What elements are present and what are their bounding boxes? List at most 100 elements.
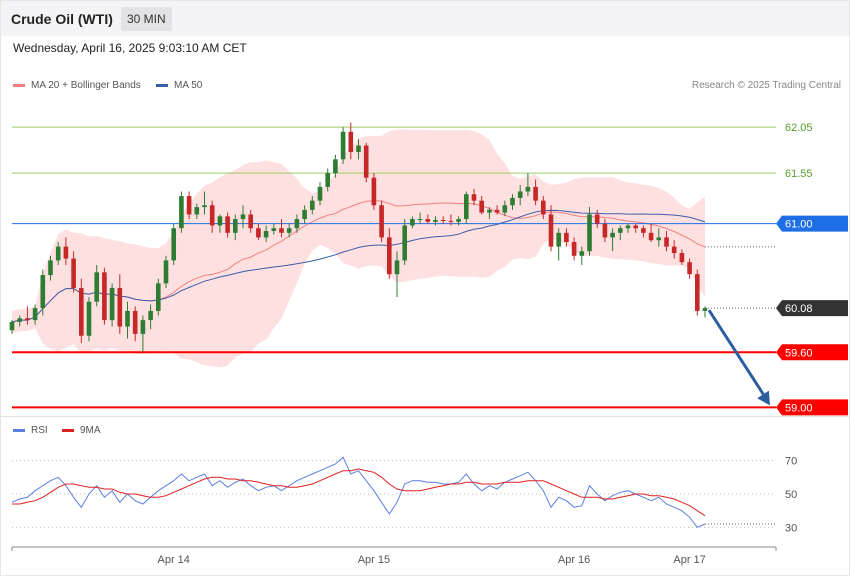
bollinger-band: [12, 129, 705, 368]
candle-body: [471, 194, 477, 201]
rsi-tick-label: 70: [785, 456, 797, 468]
copyright-note: Research © 2025 Trading Central: [691, 80, 841, 91]
candle-body: [325, 173, 331, 187]
level-label: 61.00: [785, 219, 813, 231]
candle-body: [209, 205, 215, 226]
candle-body: [417, 219, 423, 221]
legend-rsi-label: RSI: [31, 425, 48, 436]
candle-body: [386, 237, 392, 275]
candle-body: [225, 216, 230, 233]
candle-body: [63, 246, 69, 259]
candle-body: [263, 230, 269, 238]
legend-rsi: RSI: [13, 425, 48, 436]
candle-body: [517, 191, 523, 198]
legend-rsi-ma-label: 9MA: [80, 425, 101, 436]
candle-body: [494, 209, 500, 213]
candle-body: [217, 216, 223, 226]
candle-body: [479, 200, 485, 213]
candle-body: [271, 228, 277, 231]
candle-body: [148, 310, 153, 321]
candle-body: [648, 232, 654, 241]
candle-body: [232, 219, 238, 233]
candle-body: [410, 219, 415, 226]
candle-body: [78, 287, 84, 336]
candle-body: [340, 131, 346, 160]
candle-body: [564, 232, 569, 243]
candle-body: [94, 272, 100, 302]
candle-body: [302, 209, 307, 220]
candle-body: [171, 228, 177, 261]
legend-ma20-label: MA 20 + Bollinger Bands: [31, 80, 141, 91]
time-label: Apr 16: [558, 554, 590, 566]
candle-body: [679, 253, 685, 263]
rsi-line: [11, 456, 706, 528]
candle-body: [510, 197, 515, 206]
candle-body: [48, 260, 53, 276]
candle-body: [433, 219, 438, 222]
candle-body: [86, 301, 92, 336]
candle-body: [610, 232, 615, 238]
projection-arrowhead: [757, 390, 770, 406]
candle-body: [487, 209, 492, 213]
candle-body: [132, 310, 138, 334]
candle-body: [694, 274, 700, 311]
time-label: Apr 15: [358, 554, 390, 566]
candle-body: [179, 196, 184, 229]
legend-ma50: MA 50: [156, 80, 202, 91]
candle-body: [163, 260, 169, 284]
candle-body: [71, 258, 76, 288]
candle-body: [440, 219, 446, 221]
candle-body: [155, 283, 161, 311]
time-label: Apr 14: [157, 554, 189, 566]
candle-body: [402, 225, 408, 261]
level-tag: [776, 344, 848, 361]
candle-body: [17, 318, 23, 322]
candle-body: [594, 214, 600, 224]
rsi-ma-swatch: [62, 429, 74, 432]
candle-body: [109, 287, 115, 321]
candle-body: [625, 225, 631, 229]
level-label: 60.08: [785, 303, 813, 315]
candle-body: [664, 237, 669, 247]
candle-body: [202, 205, 207, 208]
last-price-tag: [776, 300, 848, 317]
rsi-ma-line: [12, 468, 706, 517]
timestamp: Wednesday, April 16, 2025 9:03:10 AM CET: [13, 41, 247, 55]
candle-body: [425, 219, 431, 222]
projection-arrow: [707, 309, 768, 400]
candle-body: [633, 225, 639, 229]
candle-body: [448, 220, 454, 222]
candle-body: [548, 214, 554, 247]
level-tag: [776, 215, 848, 232]
candle-body: [379, 205, 384, 238]
timeframe-button[interactable]: 30 MIN: [121, 7, 172, 31]
level-label: 62.05: [785, 122, 813, 134]
level-label: 61.55: [785, 168, 813, 180]
legend-ma50-label: MA 50: [174, 80, 203, 91]
candle-body: [333, 159, 338, 174]
candle-body: [525, 186, 531, 192]
candle-body: [102, 272, 107, 321]
candle-body: [309, 200, 315, 210]
candle-body: [671, 246, 677, 254]
header-bar: Crude Oil (WTI) 30 MIN: [0, 0, 850, 36]
candle-body: [579, 251, 585, 256]
rsi-swatch: [13, 429, 25, 432]
candle-body: [294, 219, 300, 229]
candle-body: [356, 145, 361, 152]
time-label: Apr 17: [673, 554, 705, 566]
candle-body: [456, 219, 461, 222]
candle-body: [363, 145, 369, 178]
level-label: 59.00: [785, 402, 813, 414]
candle-body: [571, 242, 577, 256]
candle-body: [55, 246, 61, 261]
candle-body: [248, 214, 254, 229]
candle-body: [371, 177, 377, 206]
candle-body: [463, 194, 469, 220]
candle-body: [656, 237, 662, 241]
candle-body: [502, 205, 508, 213]
candle-body: [117, 287, 123, 327]
candle-body: [702, 308, 708, 311]
candle-body: [540, 200, 546, 215]
